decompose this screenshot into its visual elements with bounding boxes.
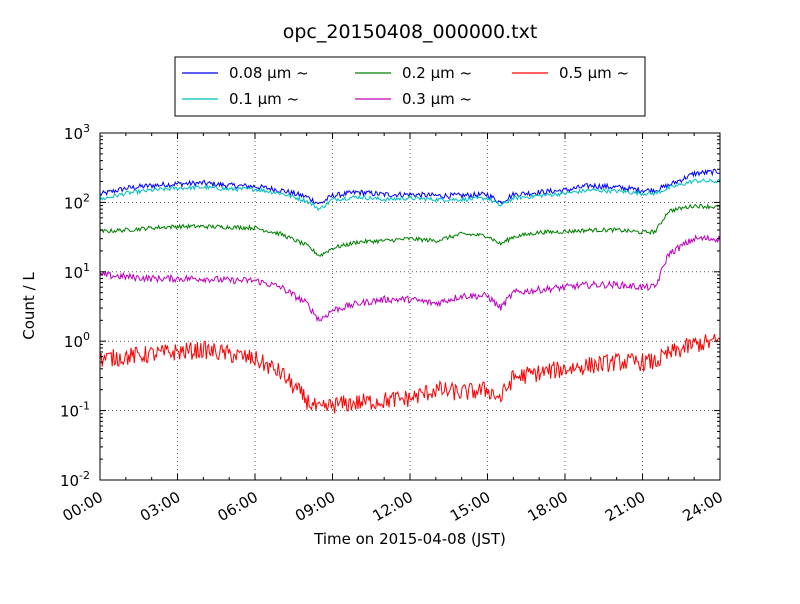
chart-title: opc_20150408_000000.txt [283, 21, 538, 43]
y-tick-base: 10 [64, 125, 83, 143]
y-axis-label: Count / L [20, 272, 38, 340]
series-line-4 [99, 333, 721, 414]
y-tick-exponent: -2 [79, 469, 90, 482]
y-tick-base: 10 [64, 194, 83, 212]
y-tick-base: 10 [60, 472, 79, 490]
y-tick-exponent: 0 [83, 330, 90, 343]
legend-label-2: 0.2 μm ~ [402, 64, 472, 82]
series-line-1 [99, 178, 721, 212]
legend-frame [174, 56, 646, 117]
y-tick-exponent: -1 [79, 400, 90, 413]
y-tick-label: 100 [64, 330, 90, 351]
y-tick-base: 10 [60, 403, 79, 421]
legend-label-0: 0.08 μm ~ [229, 64, 309, 82]
series-line-3 [99, 234, 721, 323]
series-line-2 [99, 203, 721, 257]
x-axis-label: Time on 2015-04-08 (JST) [313, 530, 506, 548]
legend-label-3: 0.3 μm ~ [402, 90, 472, 108]
y-tick-label: 10-1 [60, 400, 90, 421]
series-layer [99, 168, 721, 414]
y-tick-base: 10 [64, 333, 83, 351]
y-tick-exponent: 3 [83, 122, 90, 135]
y-tick-label: 10-2 [60, 469, 90, 490]
y-tick-label: 102 [64, 191, 90, 212]
y-tick-base: 10 [64, 264, 83, 282]
series-line-0 [99, 168, 721, 205]
legend-label-1: 0.1 μm ~ [229, 90, 299, 108]
legend-label-4: 0.5 μm ~ [559, 64, 629, 82]
y-tick-label: 101 [64, 261, 90, 282]
legend: 0.08 μm ~ 0.1 μm ~ 0.2 μm ~ 0.3 μm ~ 0.5 μm … [174, 56, 646, 117]
y-tick-label: 103 [64, 122, 90, 143]
y-tick-exponent: 2 [83, 191, 90, 204]
grid [100, 133, 720, 480]
y-tick-exponent: 1 [83, 261, 90, 274]
